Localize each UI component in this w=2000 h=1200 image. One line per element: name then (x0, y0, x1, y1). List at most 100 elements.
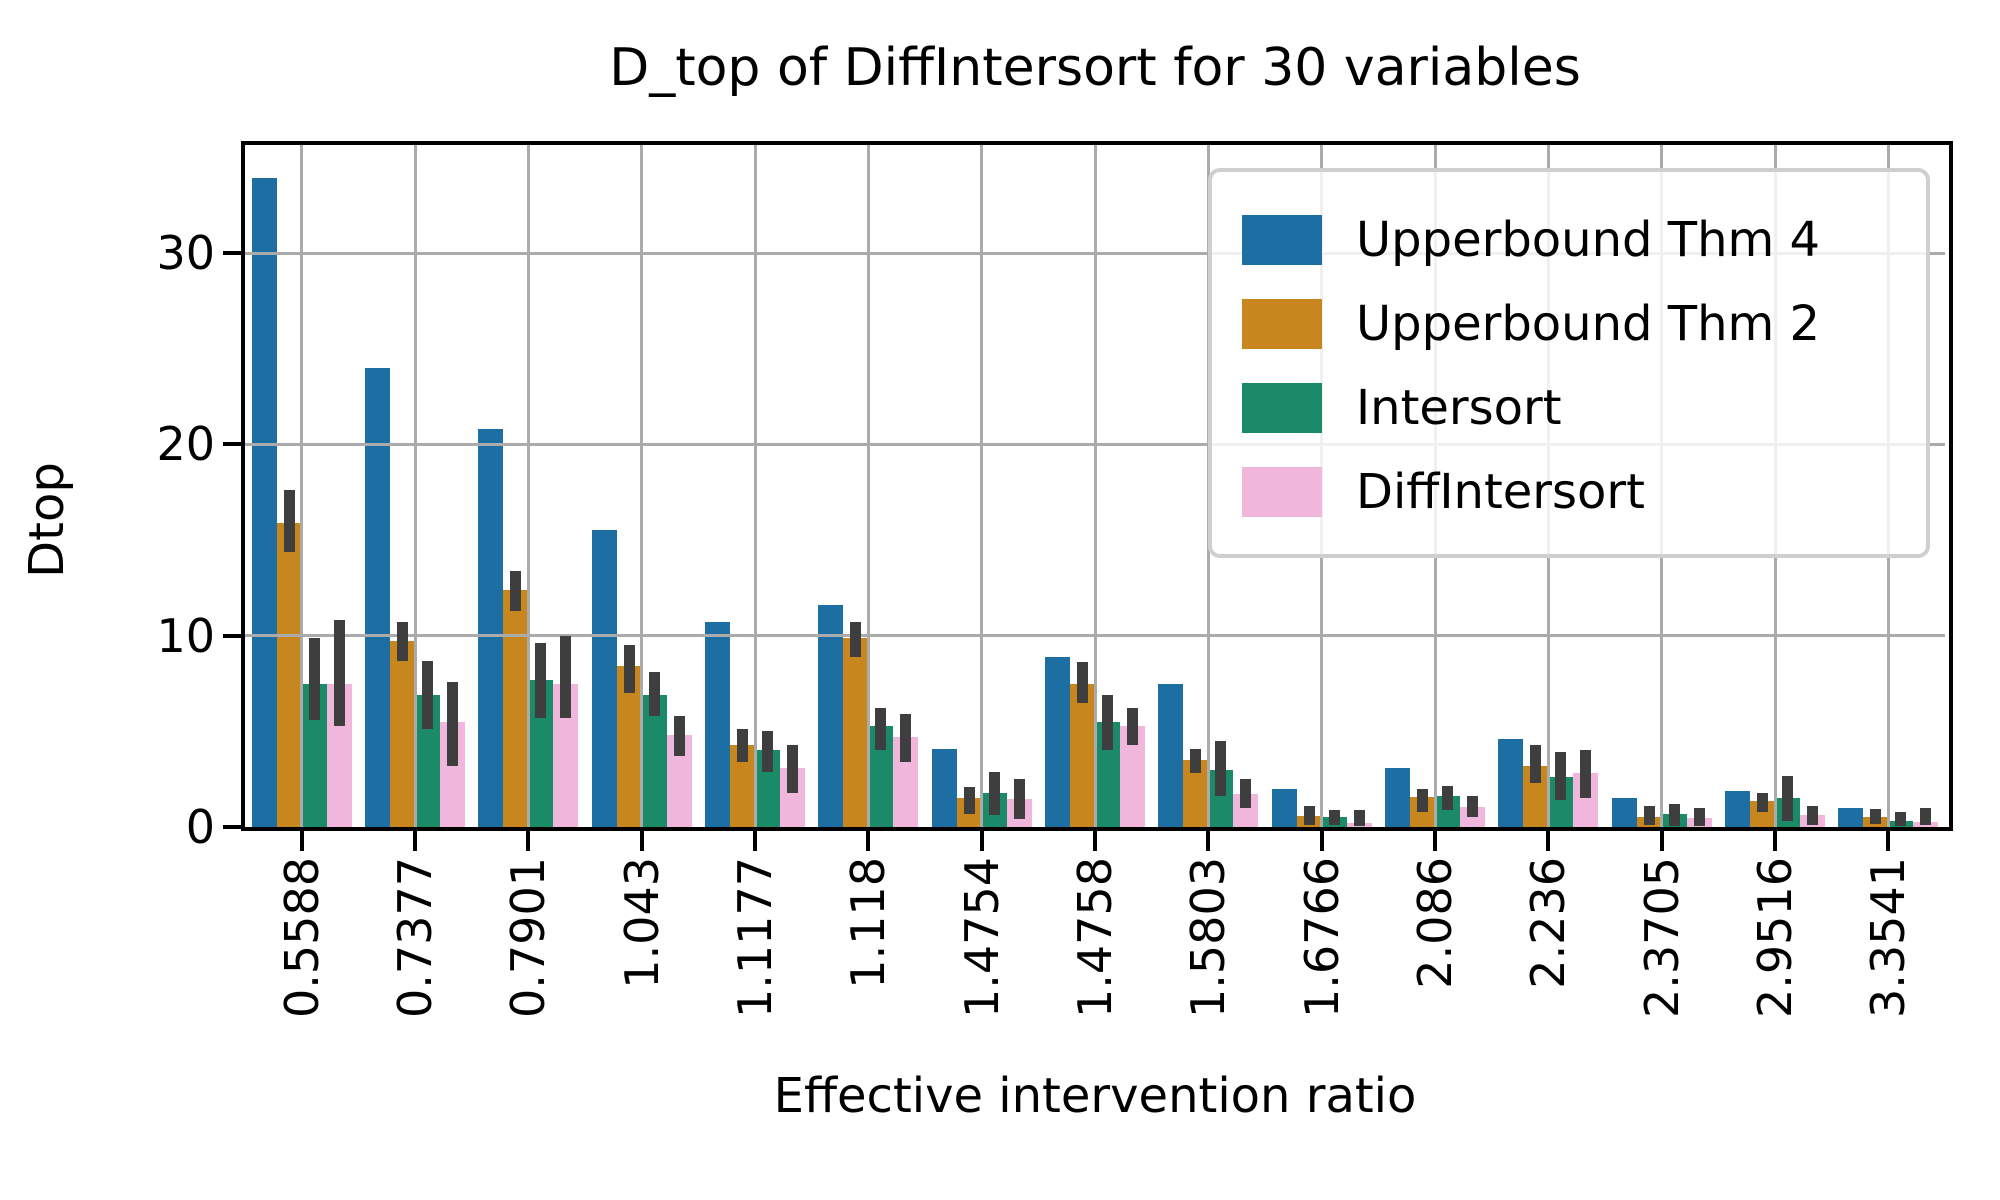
error-bar (1102, 695, 1113, 751)
bar-upperbound-thm-2 (1070, 683, 1095, 827)
legend-entry-diffintersort: DiffIntersort (1212, 450, 1926, 534)
legend-label: Intersort (1356, 380, 1562, 436)
error-bar (1693, 807, 1705, 827)
bar-upperbound-thm-4 (1498, 739, 1524, 827)
x-tick-mark (1319, 831, 1324, 851)
y-tick-mark (223, 442, 241, 447)
legend-entry-upperbound-thm-2: Upperbound Thm 2 (1212, 282, 1926, 366)
y-tick-mark (223, 633, 241, 638)
bar-upperbound-thm-4 (1838, 807, 1864, 827)
x-tick-mark (639, 831, 644, 851)
error-bar (1303, 805, 1315, 826)
bar-upperbound-thm-4 (1271, 788, 1297, 827)
legend-swatch-upperbound-thm-2 (1242, 299, 1322, 349)
bar-upperbound-thm-2 (616, 666, 642, 827)
error-bar (1442, 785, 1453, 810)
x-tick-mark (1659, 831, 1664, 851)
error-bar (1555, 752, 1567, 801)
error-bar (510, 570, 522, 611)
bar-upperbound-thm-4 (1045, 656, 1070, 827)
x-tick-mark (1886, 831, 1891, 851)
error-bar (333, 620, 345, 726)
error-bar (850, 622, 862, 657)
error-bar (963, 786, 975, 814)
error-bar (1467, 796, 1478, 818)
bar-upperbound-thm-2 (390, 641, 415, 827)
x-tick-label: 1.4754 (954, 857, 1009, 1018)
error-bar (737, 729, 748, 762)
x-gridline (1093, 145, 1097, 827)
x-axis-label: Effective intervention ratio (773, 1068, 1417, 1124)
x-tick-label: 0.7377 (388, 857, 442, 1018)
x-tick-label: 0.7901 (501, 857, 556, 1018)
y-axis-label: Dtop (19, 462, 75, 578)
x-tick-mark (413, 831, 417, 851)
error-bar (1807, 805, 1818, 826)
error-bar (988, 772, 1000, 815)
legend-swatch-diffintersort (1242, 467, 1322, 517)
x-tick-mark (1546, 831, 1551, 851)
error-bar (422, 660, 433, 730)
error-bar (1530, 744, 1542, 783)
bar-upperbound-thm-4 (818, 605, 844, 827)
y-tick-mark (223, 251, 241, 256)
legend: Upperbound Thm 4 Upperbound Thm 2 Inters… (1208, 168, 1930, 558)
x-tick-label: 1.4758 (1068, 857, 1122, 1018)
error-bar (1328, 809, 1340, 826)
bar-upperbound-thm-4 (931, 748, 957, 827)
error-bar (1417, 788, 1428, 812)
error-bar (1013, 779, 1025, 820)
error-bar (623, 645, 635, 694)
x-gridline (413, 145, 417, 827)
legend-label: Upperbound Thm 2 (1356, 296, 1821, 352)
x-tick-label: 2.236 (1521, 857, 1576, 989)
error-bar (283, 490, 295, 552)
x-tick-mark (979, 831, 984, 851)
error-bar (762, 731, 773, 772)
error-bar (875, 708, 887, 751)
x-tick-mark (1093, 831, 1097, 851)
x-gridline (980, 145, 984, 827)
error-bar (1782, 776, 1793, 822)
x-tick-label: 1.118 (841, 857, 896, 989)
legend-entry-upperbound-thm-4: Upperbound Thm 4 (1212, 198, 1926, 282)
x-tick-label: 1.6766 (1294, 857, 1349, 1018)
x-tick-mark (866, 831, 871, 851)
x-tick-mark (1433, 831, 1437, 851)
bar-upperbound-thm-4 (1385, 767, 1410, 827)
bar-upperbound-thm-2 (276, 522, 302, 827)
x-gridline (866, 145, 870, 827)
y-tick-label: 30 (156, 226, 215, 281)
bar-upperbound-thm-4 (1158, 683, 1184, 827)
legend-label: Upperbound Thm 4 (1356, 212, 1821, 268)
x-tick-mark (1206, 831, 1211, 851)
chart-title: D_top of DiffIntersort for 30 variables (609, 38, 1581, 98)
error-bar (787, 744, 798, 793)
bar-upperbound-thm-4 (1725, 790, 1750, 827)
x-tick-label: 2.3705 (1634, 857, 1689, 1018)
error-bar (1920, 807, 1932, 826)
x-tick-label: 2.086 (1408, 857, 1462, 989)
bar-upperbound-thm-4 (591, 530, 617, 827)
error-bar (673, 716, 685, 757)
error-bar (1757, 792, 1768, 812)
error-bar (1240, 779, 1252, 808)
bar-upperbound-thm-2 (843, 637, 869, 827)
error-bar (535, 643, 547, 718)
legend-label: DiffIntersort (1356, 464, 1645, 520)
x-gridline (753, 145, 757, 827)
bar-upperbound-thm-4 (705, 622, 730, 827)
x-tick-label: 1.043 (614, 857, 669, 989)
legend-swatch-intersort (1242, 383, 1322, 433)
y-tick-label: 0 (185, 800, 215, 854)
legend-swatch-upperbound-thm-4 (1242, 215, 1322, 265)
error-bar (1190, 748, 1202, 774)
error-bar (397, 622, 408, 661)
x-tick-label: 2.9516 (1748, 857, 1802, 1018)
error-bar (900, 714, 912, 762)
x-gridline (526, 145, 530, 827)
error-bar (1353, 809, 1365, 827)
error-bar (1127, 708, 1138, 745)
error-bar (560, 635, 572, 718)
